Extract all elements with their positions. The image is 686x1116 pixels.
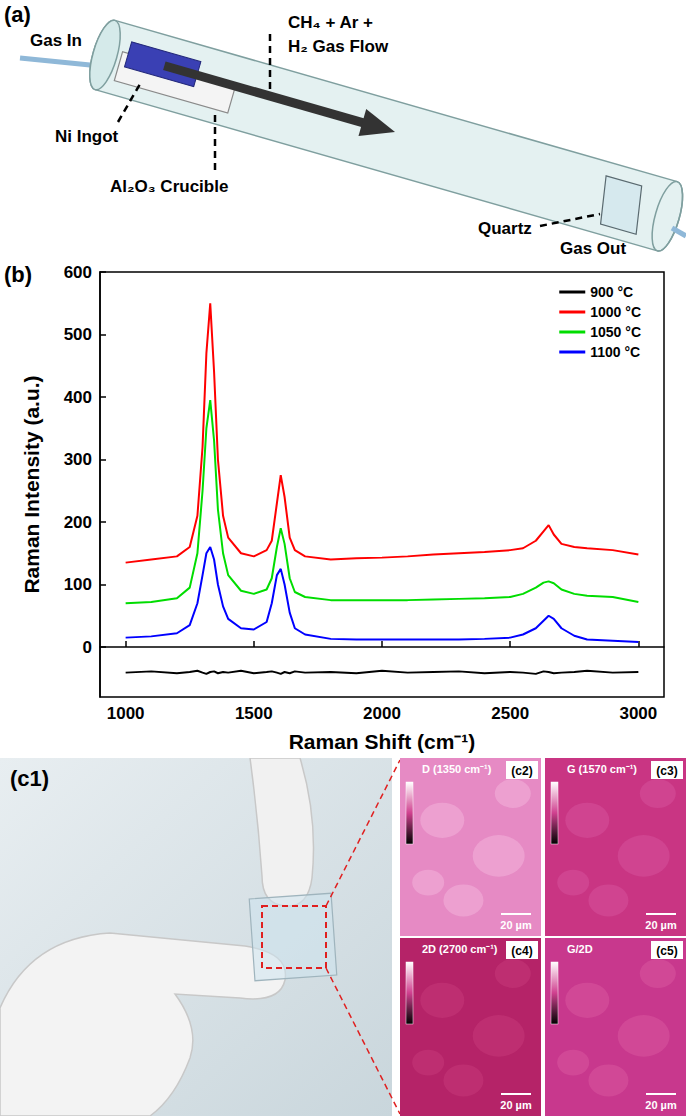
svg-text:Raman Intensity (a.u.): Raman Intensity (a.u.) <box>20 375 43 593</box>
svg-text:H₂ Gas Flow: H₂ Gas Flow <box>288 37 389 56</box>
svg-text:900 °C: 900 °C <box>590 284 633 300</box>
svg-text:1000 °C: 1000 °C <box>590 304 641 320</box>
svg-text:200: 200 <box>64 513 92 532</box>
svg-text:(c5): (c5) <box>656 944 677 958</box>
svg-text:2D (2700 cm⁻¹): 2D (2700 cm⁻¹) <box>422 943 498 955</box>
html-text:(b): (b) <box>4 262 33 287</box>
svg-text:20 µm: 20 µm <box>500 919 532 931</box>
svg-text:0: 0 <box>83 638 92 657</box>
svg-text:1100 °C: 1100 °C <box>590 344 640 360</box>
svg-text:D (1350 cm⁻¹): D (1350 cm⁻¹) <box>422 763 492 775</box>
svg-text:Gas In: Gas In <box>30 31 82 50</box>
svg-text:100: 100 <box>64 575 92 594</box>
svg-text:G/2D: G/2D <box>567 943 593 955</box>
svg-text:G (1570 cm⁻¹): G (1570 cm⁻¹) <box>567 763 637 775</box>
svg-text:20 µm: 20 µm <box>500 1099 532 1111</box>
svg-text:CH₄ + Ar +: CH₄ + Ar + <box>288 13 373 32</box>
svg-text:Al₂O₃ Crucible: Al₂O₃ Crucible <box>110 177 228 196</box>
svg-text:1500: 1500 <box>235 704 273 723</box>
svg-text:2000: 2000 <box>363 704 401 723</box>
svg-text:1050 °C: 1050 °C <box>590 324 641 340</box>
svg-text:Gas Out: Gas Out <box>560 239 626 258</box>
svg-text:3000: 3000 <box>619 704 657 723</box>
svg-text:Raman Shift (cm⁻¹): Raman Shift (cm⁻¹) <box>289 730 476 753</box>
svg-text:20 µm: 20 µm <box>645 919 677 931</box>
svg-text:(c1): (c1) <box>10 766 49 791</box>
svg-text:2500: 2500 <box>491 704 529 723</box>
svg-text:1000: 1000 <box>107 704 145 723</box>
svg-text:(a): (a) <box>4 2 31 27</box>
svg-text:Ni Ingot: Ni Ingot <box>55 127 119 146</box>
svg-text:(c3): (c3) <box>656 764 677 778</box>
svg-text:600: 600 <box>64 263 92 282</box>
svg-text:Quartz: Quartz <box>478 219 532 238</box>
svg-text:(c2): (c2) <box>511 764 532 778</box>
svg-text:300: 300 <box>64 450 92 469</box>
svg-text:20 µm: 20 µm <box>645 1099 677 1111</box>
svg-text:(c4): (c4) <box>511 944 532 958</box>
svg-text:400: 400 <box>64 388 92 407</box>
svg-text:500: 500 <box>64 325 92 344</box>
